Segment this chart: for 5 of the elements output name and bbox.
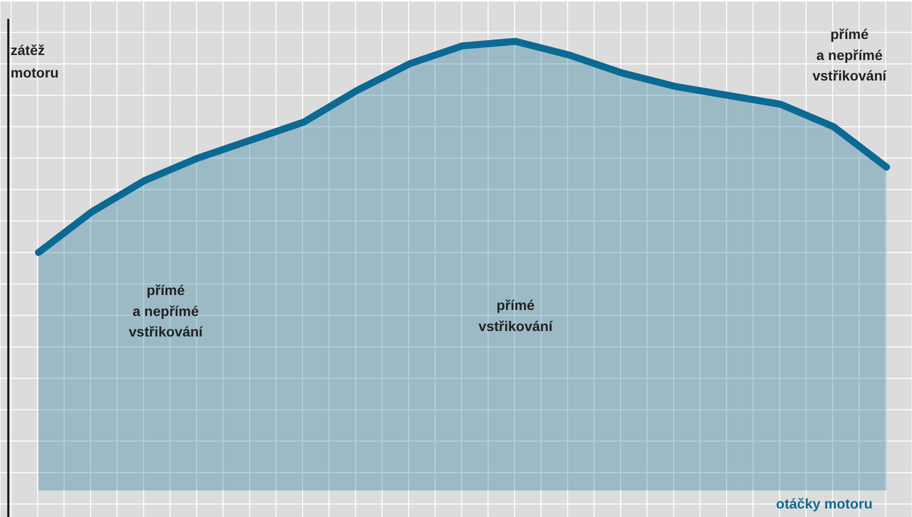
y-axis-title: zátěž motoru [10,42,59,80]
x-axis-title: otáčky motoru [776,496,873,512]
annotation: přímé a nepřímé vstřikování [128,282,204,340]
annotation: přímé vstřikování [478,296,554,334]
annotation: přímé a nepřímé vstřikování [812,26,888,84]
